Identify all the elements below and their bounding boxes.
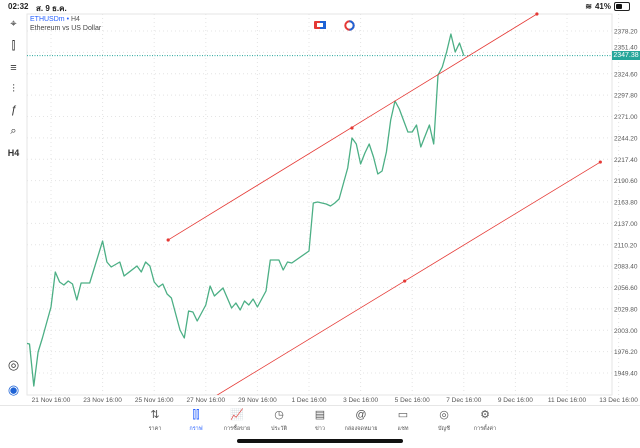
price-tick-label: 2056.60 xyxy=(614,285,638,292)
candlestick-icon[interactable]: ⫿ xyxy=(11,40,16,52)
mailbox-icon: @ xyxy=(355,409,367,421)
time-tick-label: 23 Nov 16:00 xyxy=(83,397,122,404)
time-tick-label: 11 Dec 16:00 xyxy=(548,397,587,404)
crosshair-icon[interactable]: ⌖ xyxy=(10,18,17,30)
price-tick-label: 2029.80 xyxy=(614,306,638,313)
indicators-icon[interactable]: ≡ xyxy=(10,62,17,74)
price-tick-label: 1949.40 xyxy=(614,371,638,378)
current-price-label: 2347.38 xyxy=(612,51,640,60)
wifi-icon: ≋ xyxy=(585,2,592,11)
time-tick-label: 1 Dec 16:00 xyxy=(291,397,326,404)
time-tick-label: 25 Nov 16:00 xyxy=(135,397,174,404)
quotes-icon: ⇅ xyxy=(150,409,160,421)
time-tick-label: 3 Dec 16:00 xyxy=(343,397,378,404)
legend-timeframe: H4 xyxy=(70,16,80,23)
price-line xyxy=(27,33,465,387)
price-tick-label: 2190.60 xyxy=(614,178,638,185)
price-tick-label: 2378.20 xyxy=(614,29,638,36)
nav-label: กราฟ xyxy=(189,426,203,432)
time-tick-label: 21 Nov 16:00 xyxy=(32,397,71,404)
nav-label: การตั้งค่า xyxy=(473,426,497,432)
chart-legend: ETHUSDm • H4 Ethereum vs US Dollar xyxy=(30,15,101,33)
nav-label: ประวัติ xyxy=(270,426,288,432)
chart-icon: ⫿⫿ xyxy=(192,409,200,421)
chart-top-icons xyxy=(314,20,355,31)
nav-label: บัญชี xyxy=(438,426,450,432)
price-tick-label: 2217.40 xyxy=(614,157,638,164)
channel-trendline xyxy=(216,161,601,395)
time-tick-label: 13 Dec 16:00 xyxy=(599,397,638,404)
one-click-trading-icon[interactable] xyxy=(314,20,326,30)
nav-item-chart[interactable]: ⫿⫿ กราฟ xyxy=(176,409,216,433)
price-tick-label: 2351.40 xyxy=(614,45,638,52)
nav-item-trade[interactable]: 📈 การซื้อขาย xyxy=(217,409,257,433)
nav-item-history[interactable]: ◷ ประวัติ xyxy=(259,409,299,433)
trade-zoom-icon[interactable]: ◎ xyxy=(7,357,20,372)
symbol-description: Ethereum vs US Dollar xyxy=(30,25,102,32)
left-toolbar: ⌖ ⫿ ≡ ⫶ ƒ ⌕ H4 ◎ ◉ xyxy=(0,14,27,397)
trendline-anchor-point xyxy=(598,160,602,164)
price-tick-label: 2083.40 xyxy=(614,264,638,271)
chat-icon: ▭ xyxy=(397,409,409,421)
news-icon: ▤ xyxy=(314,409,326,421)
home-indicator[interactable] xyxy=(237,439,403,443)
objects-icon[interactable]: ⌕ xyxy=(10,125,17,137)
settings-sliders-icon[interactable]: ⫶ xyxy=(12,83,15,95)
legend-separator: • xyxy=(66,16,70,23)
trendline-anchor-point xyxy=(350,126,354,130)
depth-of-market-icon[interactable] xyxy=(344,20,355,31)
battery-icon xyxy=(614,2,630,11)
time-tick-label: 29 Nov 16:00 xyxy=(238,397,277,404)
app-logo-icon[interactable]: ◉ xyxy=(7,382,20,397)
time-tick-label: 7 Dec 16:00 xyxy=(446,397,481,404)
trendline-anchor-point xyxy=(166,238,170,242)
trendline-anchor-point xyxy=(535,12,539,16)
trendline-anchor-point xyxy=(403,279,407,283)
account-icon: ◎ xyxy=(439,409,449,421)
time-tick-label: 9 Dec 16:00 xyxy=(498,397,533,404)
status-bar: 02:32 ส. 9 ธ.ค. ≋ 41% xyxy=(0,0,640,13)
nav-item-news[interactable]: ▤ ข่าว xyxy=(300,409,340,433)
nav-item-account[interactable]: ◎ บัญชี xyxy=(424,409,464,433)
timeframe-icon[interactable]: H4 xyxy=(7,148,20,158)
history-icon: ◷ xyxy=(274,409,284,421)
nav-item-settings[interactable]: ⚙ การตั้งค่า xyxy=(465,409,505,433)
symbol-name[interactable]: ETHUSDm xyxy=(30,16,65,23)
price-chart[interactable]: 2378.20 2351.40 2324.60 2297.80 2271.00 2244.… xyxy=(0,0,640,405)
nav-label: กล่องจดหมาย xyxy=(344,426,378,432)
time-tick-label: 5 Dec 16:00 xyxy=(395,397,430,404)
price-tick-label: 2324.60 xyxy=(614,71,638,78)
date: ส. 9 ธ.ค. xyxy=(36,4,67,13)
nav-item-chat[interactable]: ▭ แชท xyxy=(383,409,423,433)
function-icon[interactable]: ƒ xyxy=(10,104,17,116)
nav-item-mailbox[interactable]: @ กล่องจดหมาย xyxy=(341,409,381,433)
price-tick-label: 2137.00 xyxy=(614,221,638,228)
plot-border xyxy=(26,13,613,396)
price-tick-label: 2163.80 xyxy=(614,200,638,207)
clock: 02:32 xyxy=(8,2,29,11)
nav-label: ข่าว xyxy=(315,426,325,432)
settings-icon: ⚙ xyxy=(480,409,490,421)
bottom-nav: ⇅ ราคา ⫿⫿ กราฟ 📈 การซื้อขาย ◷ ประวัติ ▤ ข่าว @ กล่อ… xyxy=(0,405,640,448)
price-tick-label: 2003.00 xyxy=(614,328,638,335)
price-tick-label: 1976.20 xyxy=(614,349,638,356)
price-tick-label: 2110.20 xyxy=(614,242,637,249)
price-tick-label: 2244.20 xyxy=(614,135,638,142)
nav-item-quotes[interactable]: ⇅ ราคา xyxy=(135,409,175,433)
price-tick-label: 2297.80 xyxy=(614,93,638,100)
nav-label: การซื้อขาย xyxy=(223,426,251,432)
time-tick-label: 27 Nov 16:00 xyxy=(186,397,225,404)
trade-icon: 📈 xyxy=(230,409,244,421)
nav-label: ราคา xyxy=(148,426,162,432)
nav-label: แชท xyxy=(397,426,409,432)
battery-percent: 41% xyxy=(594,2,611,11)
price-tick-label: 2271.00 xyxy=(614,114,638,121)
